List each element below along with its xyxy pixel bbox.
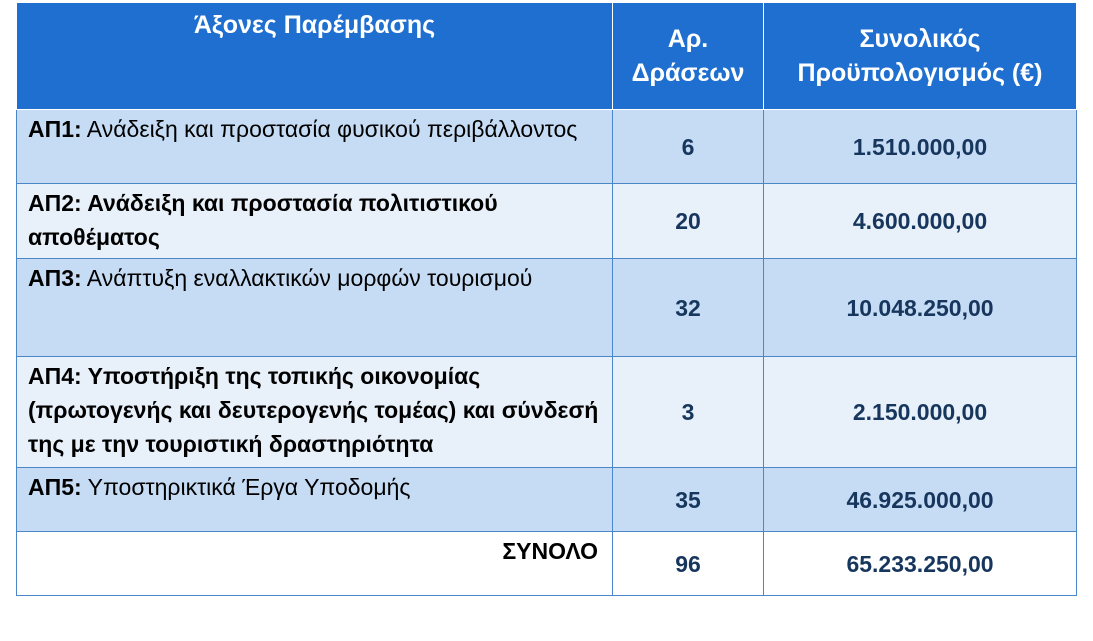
budget-table: Άξονες Παρέμβασης Αρ. Δράσεων Συνολικός … — [16, 2, 1077, 596]
axis-title: Ανάπτυξη εναλλακτικών μορφών τουρισμού — [81, 265, 533, 291]
axis-code: ΑΠ5: — [28, 474, 82, 500]
total-budget: 65.233.250,00 — [763, 531, 1077, 596]
header-actions: Αρ. Δράσεων — [612, 2, 764, 110]
total-row: ΣΥΝΟΛΟ 96 65.233.250,00 — [16, 531, 1077, 596]
axis-title: Υποστήριξη της τοπικής οικονομίας (πρωτο… — [28, 363, 599, 457]
axis-cell: ΑΠ2: Ανάδειξη και προστασία πολιτιστικού… — [16, 183, 613, 259]
header-row: Άξονες Παρέμβασης Αρ. Δράσεων Συνολικός … — [16, 2, 1077, 110]
actions-cell: 35 — [612, 467, 764, 532]
total-actions: 96 — [612, 531, 764, 596]
actions-cell: 32 — [612, 258, 764, 357]
budget-cell: 10.048.250,00 — [763, 258, 1077, 357]
budget-cell: 1.510.000,00 — [763, 109, 1077, 184]
axis-cell: ΑΠ3: Ανάπτυξη εναλλακτικών μορφών τουρισ… — [16, 258, 613, 357]
table-row: ΑΠ3: Ανάπτυξη εναλλακτικών μορφών τουρισ… — [16, 258, 1077, 357]
axis-code: ΑΠ2: — [28, 190, 82, 216]
table-row: ΑΠ4: Υποστήριξη της τοπικής οικονομίας (… — [16, 356, 1077, 468]
axis-cell: ΑΠ1: Ανάδειξη και προστασία φυσικού περι… — [16, 109, 613, 184]
table-row: ΑΠ2: Ανάδειξη και προστασία πολιτιστικού… — [16, 183, 1077, 259]
header-axes: Άξονες Παρέμβασης — [16, 2, 613, 110]
axis-title: Ανάδειξη και προστασία πολιτιστικού αποθ… — [28, 190, 498, 250]
budget-cell: 46.925.000,00 — [763, 467, 1077, 532]
total-label: ΣΥΝΟΛΟ — [16, 531, 613, 596]
actions-cell: 20 — [612, 183, 764, 259]
axis-code: ΑΠ4: — [28, 363, 82, 389]
budget-cell: 4.600.000,00 — [763, 183, 1077, 259]
axis-title: Ανάδειξη και προστασία φυσικού περιβάλλο… — [81, 116, 578, 142]
budget-cell: 2.150.000,00 — [763, 356, 1077, 468]
axis-cell: ΑΠ5: Υποστηρικτικά Έργα Υποδομής — [16, 467, 613, 532]
actions-cell: 6 — [612, 109, 764, 184]
axis-code: ΑΠ3: — [28, 265, 82, 291]
axis-code: ΑΠ1: — [28, 116, 82, 142]
header-budget: Συνολικός Προϋπολογισμός (€) — [763, 2, 1077, 110]
axis-title: Υποστηρικτικά Έργα Υποδομής — [81, 474, 411, 500]
table-row: ΑΠ1: Ανάδειξη και προστασία φυσικού περι… — [16, 109, 1077, 184]
axis-cell: ΑΠ4: Υποστήριξη της τοπικής οικονομίας (… — [16, 356, 613, 468]
actions-cell: 3 — [612, 356, 764, 468]
table-row: ΑΠ5: Υποστηρικτικά Έργα Υποδομής 35 46.9… — [16, 467, 1077, 532]
